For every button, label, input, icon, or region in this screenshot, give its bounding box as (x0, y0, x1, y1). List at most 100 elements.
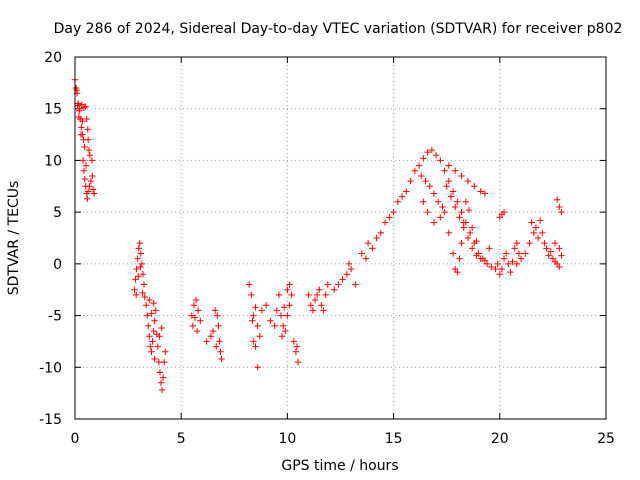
data-point (381, 219, 389, 226)
data-point (161, 358, 168, 366)
data-point (324, 281, 331, 288)
data-point (424, 208, 431, 216)
data-point (151, 317, 158, 324)
data-point (292, 348, 300, 355)
data-point (218, 355, 225, 363)
data-point (318, 302, 325, 309)
data-point (345, 260, 353, 268)
data-point (415, 162, 423, 169)
data-point (159, 374, 167, 381)
data-point (89, 186, 97, 193)
y-tick-label: 10 (44, 153, 62, 169)
data-point (556, 245, 563, 252)
data-point (386, 214, 393, 221)
y-axis-label: SDTVAR / TECUs (6, 181, 22, 296)
data-point (249, 317, 256, 324)
data-point (282, 327, 289, 335)
data-point (145, 322, 152, 330)
data-point (88, 157, 96, 164)
data-point (545, 252, 552, 259)
data-point (390, 208, 397, 216)
data-point (82, 162, 90, 169)
data-point (394, 198, 402, 205)
data-point (458, 239, 465, 247)
data-point (477, 188, 484, 195)
data-point (190, 302, 198, 309)
data-point (154, 343, 162, 350)
data-point (428, 146, 436, 154)
data-point (78, 124, 85, 131)
data-point (158, 324, 165, 332)
data-point (151, 355, 158, 363)
data-point (362, 255, 370, 262)
data-point (148, 348, 155, 355)
data-point (142, 302, 150, 309)
data-point (76, 105, 83, 112)
data-point (139, 289, 146, 297)
data-point (458, 208, 465, 216)
y-tick-label: 20 (44, 50, 62, 66)
data-point (84, 195, 91, 202)
data-point (139, 271, 147, 278)
data-point (456, 255, 463, 262)
data-point (284, 286, 291, 293)
data-point (81, 175, 88, 183)
data-point (215, 322, 222, 330)
data-point (133, 265, 140, 273)
data-point (496, 271, 503, 278)
data-point (377, 229, 385, 237)
data-point (307, 302, 314, 309)
data-point (132, 276, 139, 283)
data-point (517, 255, 525, 262)
data-point (437, 214, 444, 221)
data-point (464, 234, 472, 242)
data-point (82, 103, 89, 110)
tick-labels: 0 5 10 15 20 25 -15 -10 -5 0 5 10 15 20 (39, 50, 615, 447)
data-point (305, 291, 312, 299)
data-point (267, 317, 274, 324)
data-point (418, 172, 425, 180)
data-point (445, 177, 453, 185)
data-point (271, 322, 278, 330)
data-point (451, 203, 459, 211)
data-point (420, 198, 427, 205)
data-point (211, 307, 219, 314)
data-point (534, 234, 542, 242)
data-point (424, 148, 431, 156)
data-point (207, 333, 215, 340)
data-point (84, 188, 92, 195)
data-point (311, 296, 319, 304)
data-point (456, 214, 463, 221)
data-point (193, 327, 201, 335)
data-point (522, 250, 529, 257)
data-point (216, 338, 223, 345)
data-point (81, 143, 88, 151)
data-point (485, 245, 493, 252)
data-point (439, 203, 446, 211)
data-point (84, 136, 92, 143)
data-point (192, 296, 200, 304)
data-point (135, 245, 142, 252)
data-point (77, 131, 85, 138)
data-point (144, 312, 151, 319)
data-point (131, 286, 138, 293)
data-point (500, 255, 508, 262)
data-point (541, 239, 548, 247)
data-point (511, 245, 518, 252)
data-point (441, 208, 448, 216)
data-point (203, 338, 210, 345)
data-point (197, 317, 204, 324)
data-point (146, 296, 153, 304)
data-point (156, 333, 163, 340)
data-point (278, 333, 286, 340)
data-point (364, 239, 372, 247)
data-point (252, 343, 259, 350)
data-point (558, 208, 565, 216)
data-point (339, 276, 346, 283)
data-point (539, 229, 546, 237)
data-point (492, 265, 499, 273)
data-point (513, 260, 520, 268)
y-tick-label: -15 (39, 412, 62, 428)
data-point (407, 177, 414, 185)
data-point (445, 162, 453, 169)
